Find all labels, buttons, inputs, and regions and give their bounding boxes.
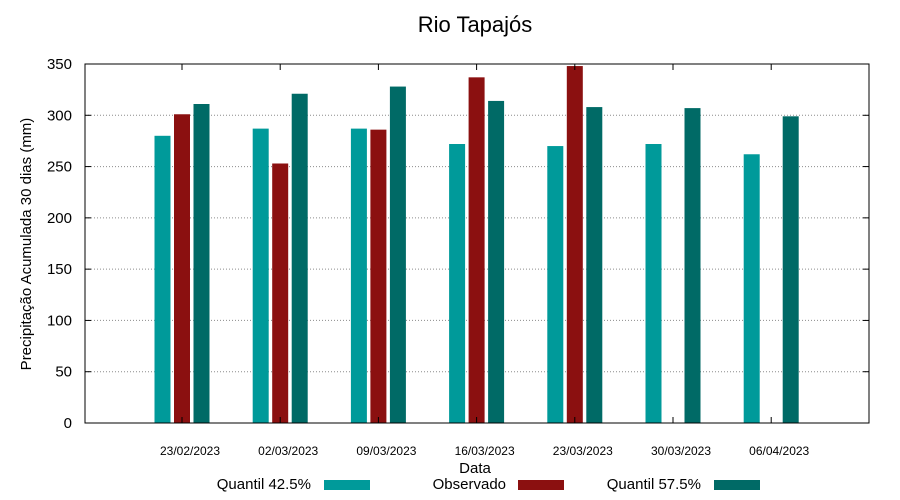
y-tick-label: 250: [47, 159, 72, 176]
bar: [684, 108, 701, 423]
bar: [193, 104, 210, 423]
y-axis-ticks: 0 50 100 150 200 250 300 350: [47, 56, 869, 432]
y-tick-label: 0: [64, 415, 72, 432]
legend: Quantil 42.5% Observado Quantil 57.5%: [217, 476, 760, 493]
y-tick-label: 200: [47, 210, 72, 227]
y-axis-label: Precipitação Acumulada 30 dias (mm): [18, 118, 35, 371]
bar: [350, 128, 367, 423]
y-tick-label: 50: [55, 364, 72, 381]
x-axis-label: Data: [459, 460, 491, 477]
x-tick-label: 06/04/2023: [749, 444, 809, 458]
x-tick-label: 23/03/2023: [553, 444, 613, 458]
bar: [370, 129, 387, 423]
legend-label: Quantil 57.5%: [607, 476, 701, 493]
legend-swatch: [324, 480, 370, 490]
chart-title: Rio Tapajós: [418, 12, 533, 37]
bar: [566, 66, 583, 424]
bar: [586, 107, 603, 423]
legend-swatch: [714, 480, 760, 490]
bar: [782, 116, 799, 423]
x-tick-label: 09/03/2023: [356, 444, 416, 458]
x-axis-ticks: 23/02/2023 02/03/2023 09/03/2023 16/03/2023…: [160, 64, 810, 458]
bar: [389, 86, 406, 424]
legend-swatch: [518, 480, 564, 490]
bar: [272, 163, 289, 423]
x-tick-label: 30/03/2023: [651, 444, 711, 458]
x-tick-label: 02/03/2023: [258, 444, 318, 458]
x-tick-label: 16/03/2023: [455, 444, 515, 458]
bar: [645, 144, 662, 423]
bar: [468, 77, 485, 423]
bar: [291, 93, 308, 423]
y-tick-label: 100: [47, 312, 72, 329]
plot-frame: [84, 63, 870, 424]
bar: [154, 135, 171, 424]
bars: [154, 66, 799, 424]
legend-label: Observado: [433, 476, 506, 493]
legend-label: Quantil 42.5%: [217, 476, 311, 493]
bar: [547, 146, 564, 424]
x-tick-label: 23/02/2023: [160, 444, 220, 458]
bar: [449, 144, 466, 423]
bar: [743, 154, 760, 423]
bar: [174, 114, 190, 423]
y-tick-label: 350: [47, 56, 72, 73]
bar: [252, 128, 269, 423]
y-tick-label: 300: [47, 107, 72, 124]
y-tick-label: 150: [47, 261, 72, 278]
bar: [488, 100, 505, 423]
